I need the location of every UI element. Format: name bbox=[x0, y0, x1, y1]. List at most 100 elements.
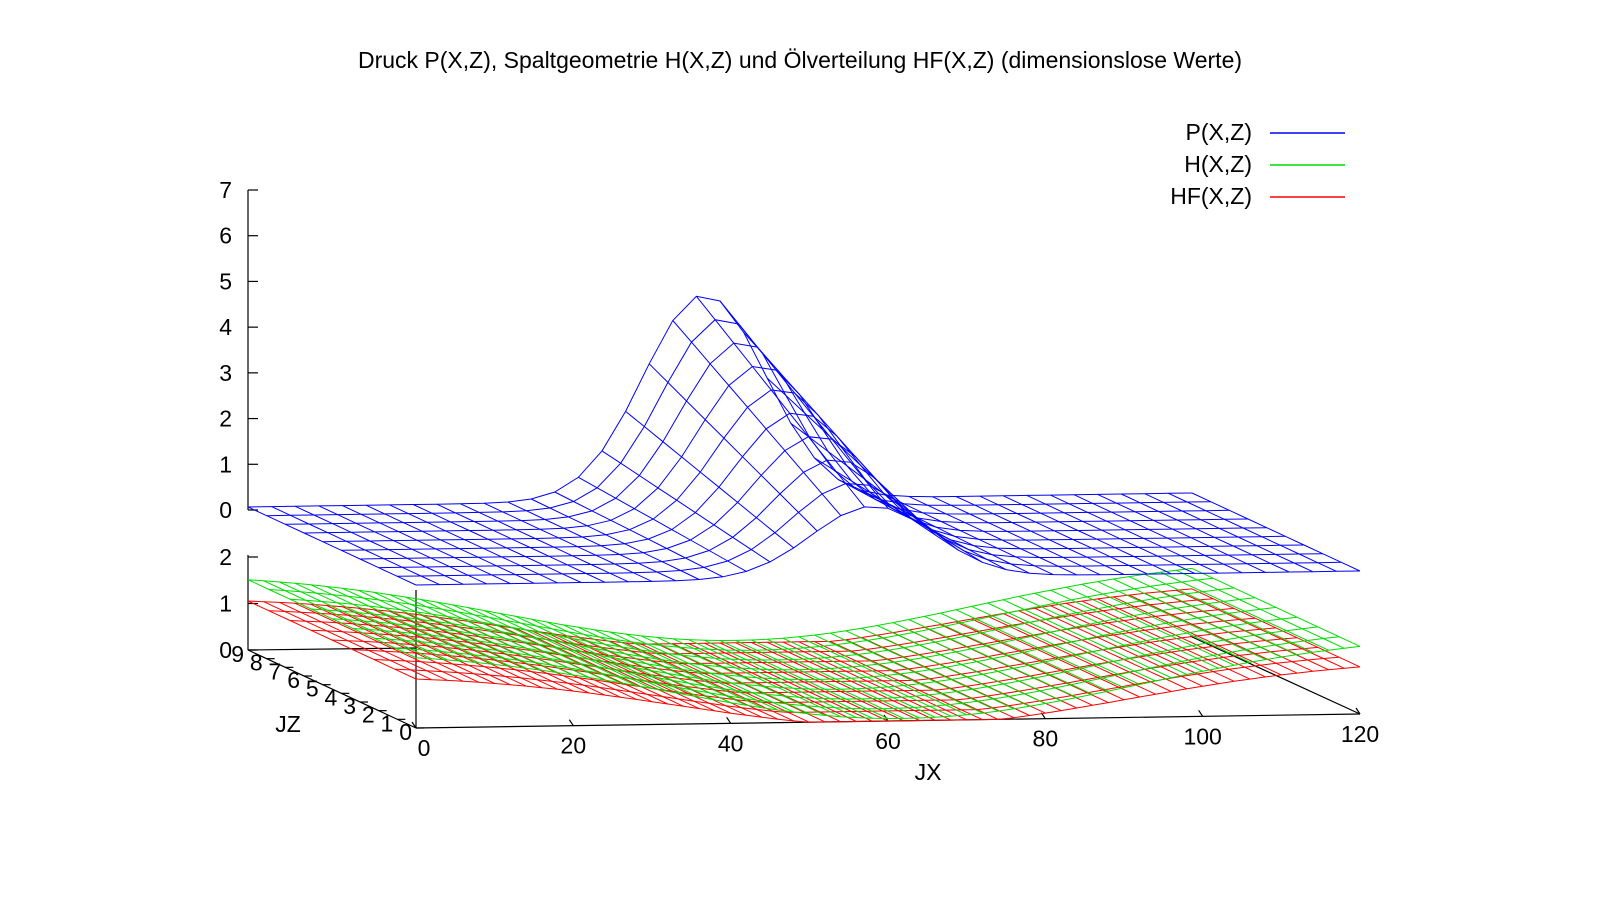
z-tick-lower-label: 2 bbox=[219, 544, 232, 570]
h-mesh-line-y bbox=[829, 632, 999, 712]
h-mesh-line-y bbox=[672, 638, 842, 718]
x-tick-label: 40 bbox=[718, 730, 744, 756]
z-tick-upper-label: 2 bbox=[219, 406, 232, 432]
h-mesh-line-y bbox=[735, 639, 904, 719]
hf-mesh-line-y bbox=[1097, 598, 1266, 678]
legend-label-h: H(X,Z) bbox=[1184, 151, 1252, 177]
h-mesh-line-y bbox=[641, 635, 810, 715]
h-mesh-line-y bbox=[987, 602, 1156, 682]
h-mesh-line-y bbox=[782, 637, 952, 717]
h-mesh-line-y bbox=[483, 610, 653, 689]
h-mesh-line-y bbox=[1002, 599, 1172, 679]
p-mesh-line-y bbox=[837, 478, 1007, 571]
h-mesh-line-y bbox=[625, 633, 794, 713]
h-mesh-line-y bbox=[688, 639, 857, 719]
hf-mesh-line-y bbox=[1050, 605, 1219, 685]
hf-mesh-line-y bbox=[405, 612, 574, 692]
z-tick-lower-label: 1 bbox=[219, 591, 232, 617]
p-mesh-line-y bbox=[247, 506, 417, 586]
h-mesh-line-y bbox=[326, 586, 495, 665]
z-tick-lower-label: 0 bbox=[219, 637, 232, 663]
x-axis-label: JX bbox=[915, 759, 942, 785]
y-tick-label: 2 bbox=[362, 702, 375, 728]
hf-mesh-line-y bbox=[499, 625, 668, 705]
h-mesh-line-y bbox=[1113, 578, 1282, 658]
hf-mesh-line-y bbox=[294, 602, 464, 682]
h-mesh-line-y bbox=[656, 636, 826, 716]
p-mesh-line-y bbox=[908, 495, 1078, 576]
h-mesh-line-y bbox=[1144, 573, 1314, 653]
h-mesh-line-y bbox=[1176, 569, 1345, 649]
hf-mesh-line-y bbox=[719, 642, 889, 722]
hf-mesh-line-y bbox=[987, 615, 1156, 695]
p-mesh-line-y bbox=[1097, 493, 1266, 573]
legend-label-p: P(X,Z) bbox=[1186, 119, 1252, 145]
p-mesh-line-y bbox=[861, 489, 1030, 574]
y-tick-label: 8 bbox=[250, 650, 263, 676]
p-mesh-line-y bbox=[719, 300, 889, 509]
x-tick-label: 0 bbox=[418, 735, 431, 761]
x-tick-mark bbox=[726, 717, 732, 724]
h-mesh-line-y bbox=[310, 584, 480, 664]
p-mesh-line-y bbox=[814, 457, 983, 563]
h-mesh-line-y bbox=[1050, 589, 1219, 669]
p-mesh-line-y bbox=[318, 505, 488, 585]
h-mesh-line-y bbox=[924, 615, 1093, 695]
hf-mesh-line-y bbox=[326, 605, 495, 684]
h-mesh-line-y bbox=[845, 630, 1015, 710]
hf-mesh-line-y bbox=[814, 641, 983, 721]
y-axis bbox=[247, 649, 417, 729]
h-mesh-line-y bbox=[247, 579, 417, 659]
h-mesh-line-y bbox=[940, 612, 1109, 692]
back-base bbox=[247, 647, 417, 651]
p-mesh-line-y bbox=[1050, 494, 1219, 574]
legend: P(X,Z) H(X,Z) HF(X,Z) bbox=[1170, 119, 1345, 209]
z-tick-upper-label: 3 bbox=[219, 360, 232, 386]
hf-mesh-line-y bbox=[436, 616, 606, 696]
hf-mesh-line-y bbox=[940, 624, 1109, 704]
p-mesh-line-y bbox=[1073, 494, 1243, 574]
p-mesh-line-y bbox=[294, 505, 464, 585]
y-axis-label: JZ bbox=[275, 711, 301, 737]
p-mesh-line-y bbox=[389, 504, 558, 584]
legend-label-hf: HF(X,Z) bbox=[1170, 183, 1252, 209]
h-mesh-line-y bbox=[499, 612, 668, 692]
y-tick-label: 0 bbox=[399, 719, 412, 745]
h-mesh-line-y bbox=[546, 621, 716, 701]
p-mesh-line-y bbox=[412, 504, 582, 583]
p-mesh-line-y bbox=[625, 411, 794, 549]
y-tick-label: 6 bbox=[287, 667, 300, 693]
hf-mesh-line-y bbox=[955, 621, 1125, 701]
p-mesh-line-y bbox=[932, 496, 1101, 576]
h-mesh-line-y bbox=[420, 599, 590, 678]
y-tick-label: 3 bbox=[343, 693, 356, 719]
x-tick-label: 100 bbox=[1183, 723, 1221, 749]
p-mesh-line-y bbox=[271, 506, 440, 586]
axes bbox=[247, 190, 1361, 729]
p-mesh-line-y bbox=[460, 503, 629, 583]
h-mesh-line-y bbox=[263, 580, 432, 660]
hf-mesh-line-y bbox=[798, 641, 967, 721]
hf-mesh-line-y bbox=[971, 618, 1140, 698]
h-mesh-line-y bbox=[342, 587, 511, 667]
p-mesh-line-y bbox=[436, 503, 606, 583]
h-mesh-line-y bbox=[593, 629, 763, 709]
hf-mesh-line-y bbox=[1065, 602, 1235, 682]
p-mesh-line-y bbox=[979, 495, 1148, 575]
hf-mesh-line-y bbox=[546, 632, 716, 712]
p-mesh-line-y bbox=[1120, 493, 1290, 573]
h-mesh-line-y bbox=[436, 601, 606, 681]
h-mesh-line-y bbox=[389, 594, 558, 674]
p-mesh-line-y bbox=[766, 377, 936, 536]
hf-mesh-line-y bbox=[735, 642, 904, 722]
z-tick-upper-label: 5 bbox=[219, 268, 232, 294]
p-mesh-line-y bbox=[743, 331, 912, 520]
h-mesh-line-y bbox=[279, 581, 448, 661]
h-mesh-line-y bbox=[814, 634, 983, 714]
hf-mesh-line-y bbox=[279, 601, 448, 681]
x-tick-label: 20 bbox=[561, 733, 587, 759]
h-mesh-line-y bbox=[877, 625, 1046, 704]
chart-title: Druck P(X,Z), Spaltgeometrie H(X,Z) und … bbox=[358, 47, 1242, 73]
